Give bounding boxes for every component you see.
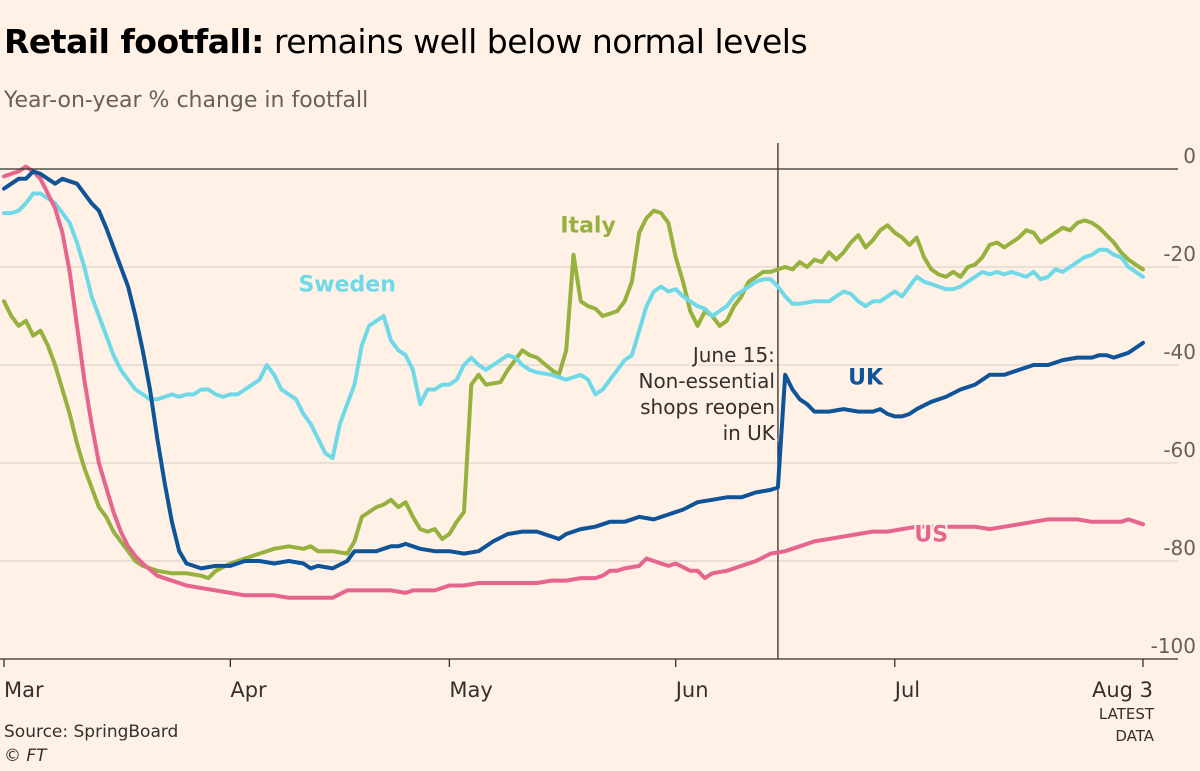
y-tick-label: -100: [1151, 634, 1196, 658]
chart-title-rest: remains well below normal levels: [263, 22, 808, 61]
copyright-note: © FT: [4, 746, 47, 766]
y-tick-label: -20: [1163, 242, 1196, 266]
annotation-text: June 15:: [691, 343, 775, 367]
x-tick-label: May: [449, 678, 492, 702]
chart-title-bold: Retail footfall:: [4, 22, 264, 61]
series-label-us: US: [914, 522, 948, 547]
x-tick-label: Aug 3: [1092, 678, 1153, 702]
y-tick-label: -60: [1163, 438, 1196, 462]
source-note: Source: SpringBoard: [4, 722, 179, 742]
y-tick-label: -40: [1163, 340, 1196, 364]
axes: 0 -20 -40 -60 -80 -100 Mar Apr May Jun Jul Aug 3 LAT…: [0, 144, 1196, 745]
y-tick-label: 0: [1183, 144, 1196, 168]
annotation-text: Non-essential: [638, 369, 774, 393]
x-tick-label: Mar: [4, 678, 44, 702]
chart-subtitle: Year-on-year % change in footfall: [4, 88, 369, 113]
gridlines: [0, 266, 1178, 562]
chart-title: Retail footfall: remains well below norm…: [4, 22, 808, 61]
series-label-sweden: Sweden: [298, 273, 395, 298]
latest-data-label: DATA: [1115, 727, 1154, 745]
series-line-sweden: [2, 191, 1145, 461]
series-line-us: [2, 164, 1145, 600]
x-tick-label: Apr: [230, 678, 267, 702]
series-label-uk: UK: [848, 366, 884, 391]
series-lines: [2, 164, 1145, 600]
series-labels: Italy Sweden US UK: [296, 212, 950, 550]
series-line-uk: [2, 169, 1145, 571]
annotation-text: in UK: [723, 421, 776, 445]
x-tick-label: Jun: [674, 678, 709, 702]
series-label-italy: Italy: [560, 214, 615, 239]
x-tick-label: Jul: [893, 678, 920, 702]
latest-data-label: LATEST: [1099, 705, 1155, 723]
annotation-text: shops reopen: [640, 395, 775, 419]
series-line-italy: [2, 208, 1145, 581]
y-tick-label: -80: [1163, 536, 1196, 560]
